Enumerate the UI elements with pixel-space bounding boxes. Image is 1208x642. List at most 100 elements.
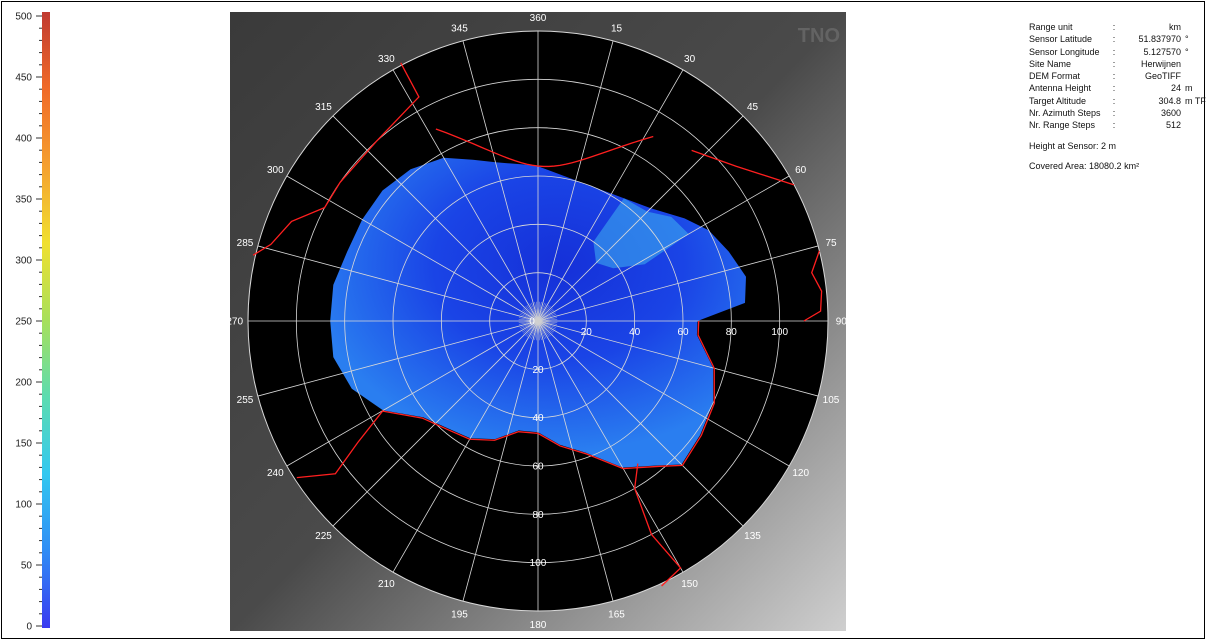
fine-radial	[526, 305, 539, 322]
fine-radial	[537, 320, 552, 335]
info-label: DEM Format	[1029, 71, 1081, 82]
azimuth-radial	[537, 320, 744, 527]
colorbar-tick-label: 0	[26, 622, 32, 633]
fine-radial	[534, 301, 539, 322]
info-separator: :	[1112, 95, 1116, 106]
azimuth-label: 195	[451, 610, 468, 621]
fine-radial	[537, 304, 548, 322]
azimuth-radial	[332, 115, 539, 322]
fine-radial	[536, 301, 539, 322]
info-label: Sensor Longitude	[1029, 46, 1100, 57]
azimuth-radial	[462, 40, 539, 322]
fine-radial	[537, 317, 558, 322]
fine-radial	[521, 311, 539, 322]
range-label-east: 40	[629, 327, 641, 338]
fine-radial	[518, 317, 539, 322]
azimuth-label: 60	[795, 165, 807, 176]
info-label: Sensor Latitude	[1029, 34, 1093, 45]
horizon-line-northwest	[252, 62, 420, 256]
range-label-east: 20	[581, 327, 593, 338]
fine-radial	[537, 320, 558, 323]
fine-radial	[537, 320, 553, 334]
azimuth-label: 225	[315, 531, 332, 542]
range-label-south: 60	[532, 462, 544, 473]
info-unit	[1181, 58, 1185, 70]
azimuth-label: 30	[684, 54, 696, 65]
azimuth-radial	[537, 175, 790, 322]
info-value: 512	[1165, 120, 1181, 131]
colorbar-tick-label: 250	[15, 317, 32, 328]
info-row: Sensor Latitude: 51.837970 °	[1029, 33, 1206, 45]
range-label-east: 100	[771, 327, 788, 338]
fine-radial	[523, 320, 539, 334]
fine-radial	[532, 320, 539, 340]
azimuth-label: 210	[378, 579, 395, 590]
info-label: Site Name	[1029, 58, 1072, 69]
range-label-south: 100	[530, 558, 547, 569]
fine-radial	[520, 312, 539, 322]
radar-coverage-plot: 360 15 30 45 60 75 90 105 120 135 150 165 180 195 210 2…	[230, 12, 846, 631]
fine-radial	[524, 307, 539, 322]
info-separator: :	[1112, 108, 1116, 119]
info-separator: :	[1112, 34, 1116, 45]
fine-radial	[537, 320, 557, 328]
fine-radial	[537, 320, 558, 325]
info-row: Range unit: km	[1029, 21, 1206, 33]
azimuth-label: 255	[237, 395, 254, 406]
azimuth-label: 180	[530, 620, 547, 631]
fine-radial	[537, 315, 557, 322]
colorbar: 0 50 100 150 200 250 300 350 400 450 500	[15, 12, 50, 633]
fine-radial	[518, 319, 539, 322]
fine-radial	[537, 301, 542, 322]
fine-radial	[537, 306, 551, 322]
info-label: Range unit	[1029, 22, 1073, 32]
fine-radial	[537, 320, 554, 333]
azimuth-label: 360	[530, 13, 547, 24]
fine-radial	[528, 320, 539, 338]
azimuth-radial	[286, 320, 539, 467]
azimuth-radial	[392, 320, 539, 573]
fine-radial	[523, 308, 539, 322]
azimuth-radial	[537, 320, 819, 397]
fine-radial	[534, 320, 539, 341]
fine-radial	[537, 320, 548, 338]
fine-radial	[524, 320, 539, 335]
azimuth-label: 75	[825, 238, 837, 249]
range-label-south: 20	[532, 365, 544, 376]
azimuth-label: 90	[836, 317, 846, 328]
info-separator: :	[1112, 83, 1116, 94]
fine-radial	[521, 320, 539, 331]
fine-radial	[537, 320, 551, 336]
azimuth-label: 315	[315, 102, 332, 113]
fine-radial	[537, 319, 558, 322]
azimuth-radial	[537, 69, 684, 322]
azimuth-label: 105	[823, 395, 840, 406]
info-value: 3600	[1160, 108, 1181, 119]
info-unit: m	[1185, 83, 1193, 94]
azimuth-label: 270	[230, 317, 243, 328]
colorbar-tick-label: 400	[15, 134, 32, 145]
colorbar-tick-label: 350	[15, 195, 32, 206]
fine-radial	[522, 320, 539, 333]
info-row: Sensor Longitude: 5.127570 °	[1029, 46, 1206, 58]
azimuth-label: 285	[237, 238, 254, 249]
fine-radial	[537, 320, 557, 327]
horizon-line-northeast	[691, 149, 795, 186]
azimuth-radial	[537, 320, 614, 602]
fine-radial	[528, 304, 539, 322]
fine-radial	[537, 320, 547, 339]
fine-radial	[537, 320, 550, 337]
coverage-highlight	[593, 198, 689, 269]
info-unit: m TF	[1185, 95, 1206, 106]
info-separator: :	[1112, 71, 1116, 82]
fine-radial	[537, 302, 544, 322]
fine-radial	[537, 301, 540, 322]
fine-radial	[518, 320, 539, 325]
info-row: DEM Format: GeoTIFF	[1029, 70, 1206, 82]
range-label-south: 80	[532, 510, 544, 521]
info-unit	[1181, 70, 1185, 82]
tno-watermark: TNO	[798, 25, 840, 47]
azimuth-label: 15	[611, 24, 623, 35]
info-unit: °	[1185, 46, 1189, 57]
info-unit	[1181, 107, 1185, 119]
